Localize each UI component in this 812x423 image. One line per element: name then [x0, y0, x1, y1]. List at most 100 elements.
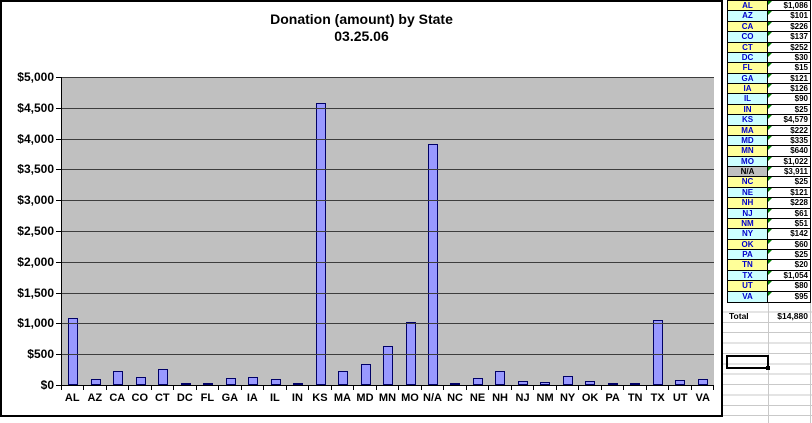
bar-NC[interactable]: [450, 383, 461, 385]
cell-state-MA[interactable]: MA: [728, 125, 768, 135]
bar-PA[interactable]: [607, 383, 618, 385]
cell-value-MO[interactable]: $1,022: [768, 156, 810, 166]
cell-state-NH[interactable]: NH: [728, 198, 768, 208]
cell-value-NY[interactable]: $142: [768, 229, 810, 239]
cell-value-NJ[interactable]: $61: [768, 208, 810, 218]
plot-area[interactable]: [56, 77, 714, 386]
cell-value-IA[interactable]: $126: [768, 84, 810, 94]
cell-state-TN[interactable]: TN: [728, 260, 768, 270]
cell-state-MN[interactable]: MN: [728, 146, 768, 156]
cell-value-MN[interactable]: $640: [768, 146, 810, 156]
cell-state-IN[interactable]: IN: [728, 104, 768, 115]
bar-TN[interactable]: [630, 383, 641, 385]
cell-state-NM[interactable]: NM: [728, 218, 768, 229]
cell-value-PA[interactable]: $25: [768, 250, 810, 260]
cell-value-IN[interactable]: $25: [768, 104, 810, 115]
bar-NM[interactable]: [540, 382, 551, 385]
cell-state-NJ[interactable]: NJ: [728, 208, 768, 218]
cell-value-NC[interactable]: $25: [768, 177, 810, 187]
bar-UT[interactable]: [675, 380, 686, 385]
cell-value-GA[interactable]: $121: [768, 73, 810, 83]
cell-value-TX[interactable]: $1,054: [768, 270, 810, 281]
cell-state-MD[interactable]: MD: [728, 135, 768, 146]
cell-value-VA[interactable]: $95: [768, 291, 810, 302]
bar-N/A[interactable]: [427, 144, 438, 385]
cell-state-GA[interactable]: GA: [728, 73, 768, 83]
cell-value-UT[interactable]: $80: [768, 281, 810, 291]
bar-AZ[interactable]: [90, 379, 101, 385]
cell-state-NY[interactable]: NY: [728, 229, 768, 239]
cell-state-PA[interactable]: PA: [728, 250, 768, 260]
bar-NJ[interactable]: [517, 381, 528, 385]
cell-state-CA[interactable]: CA: [728, 21, 768, 32]
selected-cell[interactable]: [726, 355, 770, 370]
cell-value-AZ[interactable]: $101: [768, 11, 810, 21]
cell-state-VA[interactable]: VA: [728, 291, 768, 302]
donation-chart[interactable]: Donation (amount) by State 03.25.06 AL AZ…: [0, 0, 723, 417]
cell-state-CT[interactable]: CT: [728, 42, 768, 52]
cell-state-N/A[interactable]: N/A: [728, 167, 768, 177]
bar-FL[interactable]: [203, 383, 214, 385]
number-as-text-flag-icon: [768, 94, 772, 99]
cell-state-IA[interactable]: IA: [728, 84, 768, 94]
cell-state-OK[interactable]: OK: [728, 239, 768, 249]
bar-NE[interactable]: [472, 378, 483, 385]
cell-value-OK[interactable]: $60: [768, 239, 810, 249]
bar-MN[interactable]: [383, 346, 394, 385]
bar-TX[interactable]: [652, 320, 663, 385]
cell-state-NC[interactable]: NC: [728, 177, 768, 187]
cell-value-NE[interactable]: $121: [768, 187, 810, 198]
number-as-text-flag-icon: [768, 125, 772, 130]
bar-VA[interactable]: [697, 379, 708, 385]
cell-value-NM[interactable]: $51: [768, 218, 810, 229]
bar-MA[interactable]: [338, 371, 349, 385]
cell-state-KS[interactable]: KS: [728, 115, 768, 125]
bar-MO[interactable]: [405, 322, 416, 385]
donation-table: AL $1,086 AZ $101 CA $226 CO $137 CT $252 DC $30 FL $…: [727, 0, 811, 303]
bar-IA[interactable]: [248, 377, 259, 385]
bar-IN[interactable]: [293, 383, 304, 385]
cell-state-MO[interactable]: MO: [728, 156, 768, 166]
bar-GA[interactable]: [225, 378, 236, 385]
cell-value-DC[interactable]: $30: [768, 52, 810, 63]
cell-state-IL[interactable]: IL: [728, 94, 768, 104]
cell-value-CO[interactable]: $137: [768, 32, 810, 42]
cell-state-NE[interactable]: NE: [728, 187, 768, 198]
cell-state-TX[interactable]: TX: [728, 270, 768, 281]
cell-value-TN[interactable]: $20: [768, 260, 810, 270]
bar-CT[interactable]: [158, 369, 169, 385]
cell-value-CT[interactable]: $252: [768, 42, 810, 52]
bar-OK[interactable]: [585, 381, 596, 385]
bar-MD[interactable]: [360, 364, 371, 385]
bar-CA[interactable]: [113, 371, 124, 385]
cell-value-MA[interactable]: $222: [768, 125, 810, 135]
gridline-$500: [62, 354, 714, 356]
cell-value-AL[interactable]: $1,086: [768, 1, 810, 11]
table-row-CO: CO $137: [728, 32, 810, 43]
cell-state-CO[interactable]: CO: [728, 32, 768, 42]
x-axis-label-CO: CO: [131, 392, 149, 404]
cell-value-IL[interactable]: $90: [768, 94, 810, 104]
cell-state-DC[interactable]: DC: [728, 52, 768, 63]
bar-AL[interactable]: [68, 318, 79, 385]
bar-NY[interactable]: [562, 376, 573, 385]
bar-KS[interactable]: [315, 103, 326, 385]
fill-handle[interactable]: [766, 366, 770, 370]
cell-state-AL[interactable]: AL: [728, 1, 768, 11]
x-axis-label-MO: MO: [401, 392, 419, 404]
cell-state-AZ[interactable]: AZ: [728, 11, 768, 21]
total-row[interactable]: Total $14,880: [727, 309, 810, 322]
cell-value-FL[interactable]: $15: [768, 63, 810, 73]
bar-IL[interactable]: [270, 379, 281, 385]
cell-value-MD[interactable]: $335: [768, 135, 810, 146]
bar-DC[interactable]: [180, 383, 191, 385]
bar-CO[interactable]: [135, 377, 146, 385]
cell-value-N/A[interactable]: $3,911: [768, 167, 810, 177]
cell-value-CA[interactable]: $226: [768, 21, 810, 32]
cell-state-FL[interactable]: FL: [728, 63, 768, 73]
bar-NH[interactable]: [495, 371, 506, 385]
cell-state-UT[interactable]: UT: [728, 281, 768, 291]
x-axis-label-NJ: NJ: [515, 392, 530, 404]
cell-value-NH[interactable]: $228: [768, 198, 810, 208]
cell-value-KS[interactable]: $4,579: [768, 115, 810, 125]
